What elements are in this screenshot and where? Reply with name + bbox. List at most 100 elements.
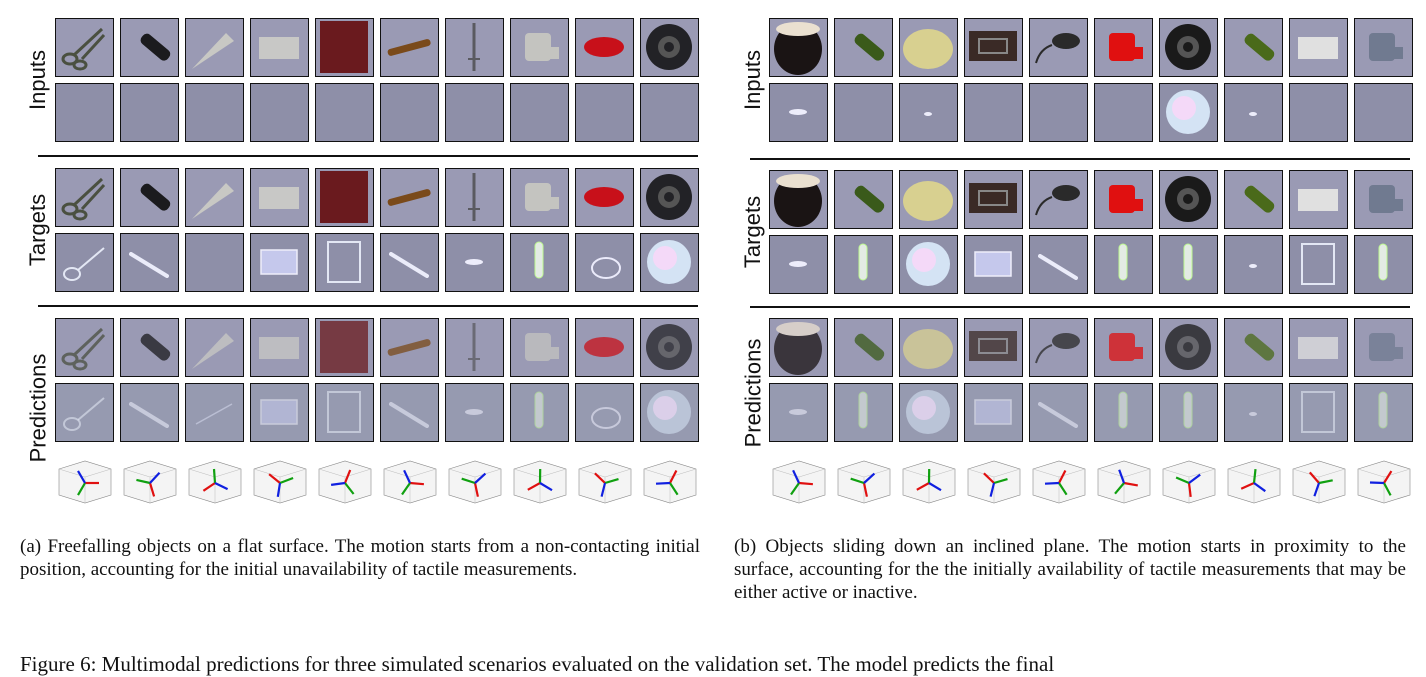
tactile-image [185,233,244,292]
separator [38,305,698,307]
tactile-image [315,233,374,292]
targets-tactile-row [769,235,1413,294]
separator [750,306,1410,308]
pose-axes-plot [899,455,958,507]
pose-axes-plot [510,455,569,507]
object-image [1029,170,1088,229]
object-image [575,168,634,227]
object-image [1159,318,1218,377]
predictions-rgb-row [55,318,699,377]
pose-axes-plot [185,455,244,507]
tactile-image [250,83,309,142]
tactile-image [380,383,439,442]
tactile-image [55,233,114,292]
tactile-image [1224,235,1283,294]
tactile-image [834,235,893,294]
object-image [1289,170,1348,229]
object-image [120,18,179,77]
tactile-image [575,83,634,142]
object-image [640,318,699,377]
targets-tactile-row [55,233,699,292]
object-image [250,318,309,377]
object-image [1159,18,1218,77]
tactile-image [1159,83,1218,142]
tactile-image [769,83,828,142]
object-image [55,18,114,77]
object-image [1159,170,1218,229]
object-image [640,168,699,227]
tactile-image [380,233,439,292]
tactile-image [1029,383,1088,442]
row-label-inputs: Inputs [25,50,50,110]
object-image [315,318,374,377]
tactile-image [964,235,1023,294]
inputs-tactile-row [769,83,1413,142]
row-label-targets: Targets [740,195,765,269]
object-image [899,318,958,377]
object-image [834,18,893,77]
tactile-image [120,383,179,442]
tactile-image [1354,383,1413,442]
tactile-image [1094,83,1153,142]
tactile-image [1354,83,1413,142]
object-image [964,318,1023,377]
row-label-predictions: Predictions [25,353,50,463]
tactile-image [445,383,504,442]
object-image [380,18,439,77]
tactile-image [185,83,244,142]
tactile-image [1159,383,1218,442]
caption-a: (a) Freefalling objects on a flat surfac… [20,536,700,580]
tactile-image [1224,383,1283,442]
pose-axes-plot [120,455,179,507]
tactile-image [575,383,634,442]
pose-axes-plot [445,455,504,507]
tactile-image [120,233,179,292]
object-image [55,318,114,377]
object-image [964,170,1023,229]
object-image [1289,18,1348,77]
targets-rgb-row [769,170,1413,229]
object-image [1029,318,1088,377]
object-image [510,18,569,77]
caption-b: (b) Objects sliding down an inclined pla… [734,536,1406,603]
pose-axes-plot [1289,455,1348,507]
object-image [510,318,569,377]
object-image [250,168,309,227]
object-image [1354,318,1413,377]
object-image [1354,170,1413,229]
object-image [510,168,569,227]
pose-axes-plot [1354,455,1413,507]
tactile-image [510,233,569,292]
object-image [120,168,179,227]
tactile-image [250,383,309,442]
object-image [575,318,634,377]
tactile-image [380,83,439,142]
tactile-image [1029,235,1088,294]
tactile-image [1029,83,1088,142]
tactile-image [964,383,1023,442]
object-image [899,18,958,77]
row-label-targets: Targets [25,193,50,267]
inputs-rgb-row [769,18,1413,77]
tactile-image [640,383,699,442]
tactile-image [769,383,828,442]
pose-axes-plot [250,455,309,507]
tactile-image [510,83,569,142]
pose-axes-plot [769,455,828,507]
predictions-tactile-row [55,383,699,442]
targets-rgb-row [55,168,699,227]
object-image [55,168,114,227]
pose-axes-plot [834,455,893,507]
object-image [1094,170,1153,229]
object-image [1224,318,1283,377]
object-image [1224,170,1283,229]
object-image [1029,18,1088,77]
object-image [250,18,309,77]
object-image [445,168,504,227]
pose-axes-plot [55,455,114,507]
tactile-image [250,233,309,292]
pose-axes-plot [1159,455,1218,507]
tactile-image [1094,383,1153,442]
tactile-image [445,233,504,292]
tactile-image [834,383,893,442]
